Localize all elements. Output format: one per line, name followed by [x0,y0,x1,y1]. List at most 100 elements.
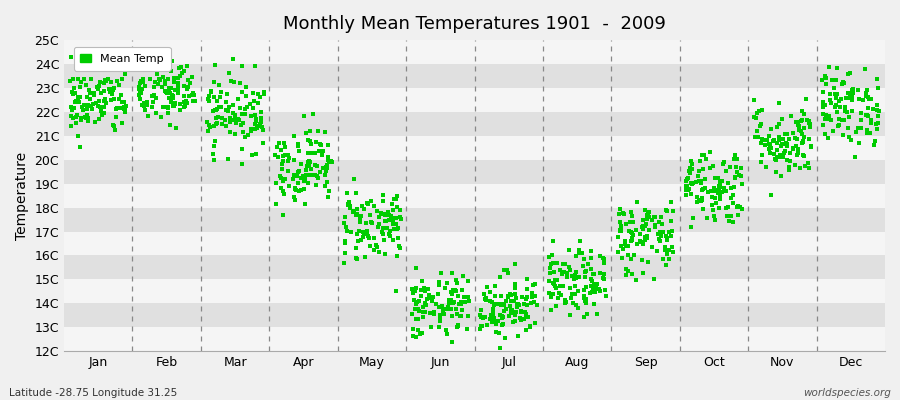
Point [168,100,183,106]
Point [715,178,729,184]
Point [356,229,371,235]
Point [65,106,79,113]
Point [515,294,529,300]
Point [77,76,92,82]
Point [96,80,111,86]
Point [73,144,87,150]
Point [727,175,742,181]
Point [559,274,573,280]
Point [475,322,490,329]
Point [545,252,560,258]
Point [68,99,82,106]
Point [302,171,316,178]
Point [755,136,770,142]
Point [158,78,172,84]
Point [698,156,713,162]
Point [338,239,353,246]
Point [346,176,361,182]
Point [614,243,628,249]
Point [860,90,874,96]
Point [495,314,509,321]
Point [747,114,761,120]
Point [320,179,335,185]
Point [114,76,129,82]
Point [364,219,379,226]
Point [474,314,489,320]
Point [722,217,736,224]
Point [168,75,183,82]
Point [562,264,576,270]
Point [624,229,638,236]
Point [850,87,865,93]
Point [614,228,628,234]
Point [66,76,80,82]
Point [353,214,367,220]
Point [180,86,194,92]
Point [730,204,744,210]
Point [411,298,426,305]
Point [664,218,679,225]
Point [478,313,492,320]
Point [477,291,491,297]
Point [287,196,302,203]
Point [663,233,678,240]
Point [832,122,847,128]
Point [302,163,316,170]
Point [349,212,364,218]
Point [713,196,727,202]
Point [666,208,680,214]
Point [458,299,473,306]
Point [382,212,396,218]
Point [504,298,518,304]
Point [854,117,868,123]
Point [724,213,739,220]
Point [818,113,832,120]
Point [87,90,102,96]
Point [816,104,831,110]
Point [730,202,744,209]
Point [233,80,248,86]
Point [212,104,226,110]
Point [518,309,532,315]
Point [406,288,420,294]
Point [861,105,876,112]
Point [520,302,535,308]
Point [274,185,288,191]
Point [202,98,216,104]
Point [837,80,851,87]
Point [215,115,230,121]
Point [418,308,432,315]
Point [815,100,830,107]
Point [408,306,422,312]
Point [519,311,534,317]
Point [483,288,498,295]
Point [589,284,603,290]
Point [213,94,228,100]
Point [323,158,338,164]
Point [158,81,172,88]
Point [318,172,332,178]
Point [340,190,355,196]
Point [186,98,201,104]
Point [725,192,740,198]
Point [254,109,268,115]
Point [80,94,94,100]
Point [430,290,445,297]
Point [176,93,191,99]
Point [382,209,396,215]
Point [450,293,464,299]
Point [390,192,404,199]
Point [64,112,78,119]
Point [704,188,718,194]
Point [770,147,784,153]
Point [184,74,199,80]
Point [296,178,310,184]
Point [636,217,651,224]
Point [509,304,524,310]
Point [80,112,94,118]
Point [424,295,438,301]
Point [148,79,162,86]
Point [102,86,116,93]
Point [587,301,601,307]
Point [228,114,242,120]
